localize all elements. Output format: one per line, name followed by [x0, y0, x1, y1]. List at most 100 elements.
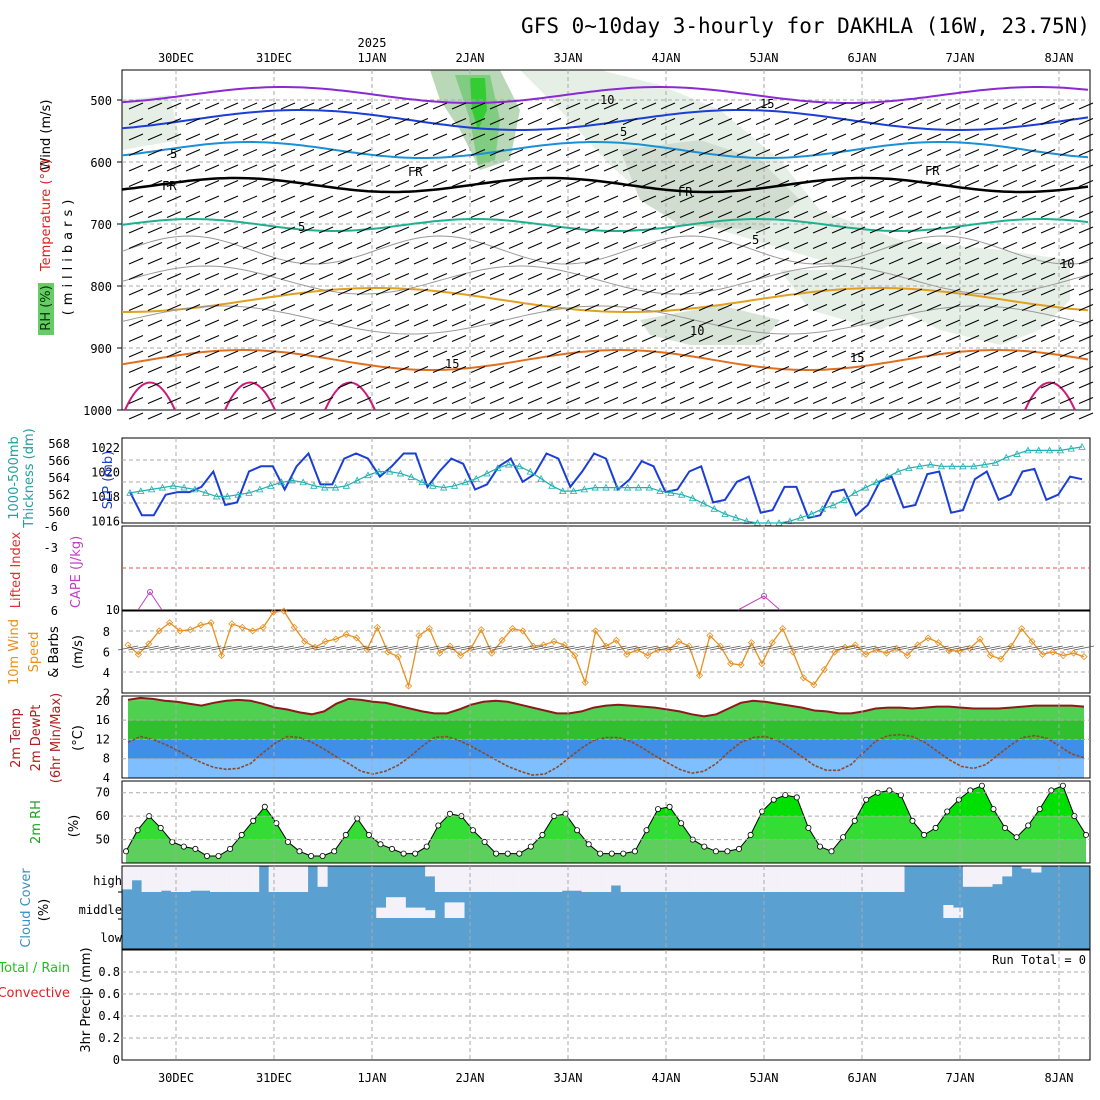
wind-barb	[660, 350, 676, 358]
wind-barb	[983, 412, 999, 420]
cloud-high-gap	[972, 866, 983, 887]
temp2m-label-a: 2m Temp	[9, 708, 24, 768]
thickness-line	[129, 446, 1083, 524]
wind-barb	[546, 118, 562, 125]
wind-barb	[204, 366, 220, 373]
wind-barb	[679, 133, 695, 141]
wind10-barb	[356, 645, 378, 651]
wind10-barb	[232, 645, 253, 651]
wind-barb	[964, 288, 980, 296]
wind-barb	[926, 242, 942, 249]
wind-barb	[603, 118, 619, 125]
wind-barb	[261, 304, 277, 311]
wind-barb	[926, 397, 942, 404]
wind-barb	[413, 335, 429, 342]
wind-barb	[660, 211, 676, 218]
wind-barb	[1002, 412, 1018, 420]
wind-barb	[489, 164, 505, 172]
wind10-marker	[592, 627, 600, 635]
wind-barb	[299, 288, 315, 296]
wind-barb	[261, 149, 277, 156]
wind10-marker	[1059, 651, 1067, 660]
wind-barb	[888, 257, 904, 265]
wind-barb	[774, 149, 790, 156]
rh-contour	[121, 265, 1089, 295]
wind-barb	[375, 242, 391, 249]
wind-barb	[907, 319, 923, 327]
wind-barb	[451, 211, 467, 218]
wind-barb	[394, 319, 410, 327]
rh2m-marker	[157, 824, 164, 831]
wind-barb	[1040, 397, 1056, 404]
wind10-marker	[571, 651, 579, 660]
wind10-barb	[304, 645, 326, 651]
wind-barb	[413, 149, 429, 156]
wind-barb	[375, 164, 391, 172]
wind10-barb	[512, 645, 533, 651]
wind-barb	[698, 226, 714, 234]
wind-barb	[679, 242, 695, 249]
thickness-marker	[223, 492, 232, 500]
wind-barb	[945, 211, 961, 218]
wind10-marker	[997, 655, 1005, 663]
wind-barb	[185, 211, 201, 218]
wind-barb	[166, 319, 182, 327]
wind10-marker	[186, 626, 194, 634]
wind-barb	[831, 180, 847, 187]
wind-barb	[508, 164, 524, 172]
wind-barb	[166, 257, 182, 265]
thickness-marker	[396, 469, 405, 477]
wind-barb	[755, 180, 771, 187]
rh2m-marker	[666, 803, 673, 810]
wind-barb	[527, 211, 543, 218]
wind-barb	[280, 133, 296, 141]
thickness-marker	[548, 481, 556, 489]
wind-barb	[679, 273, 695, 280]
wind-barb	[356, 319, 372, 327]
wind-barb	[793, 335, 809, 342]
wind10-barb	[575, 645, 596, 651]
wind-barb	[1021, 366, 1037, 373]
wind-barb	[508, 335, 524, 342]
slp-label: SLP (mb)	[101, 451, 116, 510]
wind-barb	[527, 180, 543, 187]
wind-barb	[622, 133, 638, 141]
wind-barb	[660, 366, 676, 373]
contour-label: FR	[678, 185, 693, 199]
wind-barb	[565, 412, 581, 420]
thickness-marker	[580, 485, 589, 493]
wind-barb	[185, 335, 201, 342]
wind-barb	[926, 118, 942, 125]
cloud-middle-bar	[943, 905, 954, 918]
wind-barb	[470, 195, 486, 203]
wind-barb	[261, 257, 277, 265]
cloud-high-gap	[493, 866, 504, 892]
wind-barb	[603, 195, 619, 203]
wind-barb	[375, 350, 391, 358]
wind-barb	[299, 257, 315, 265]
cloud-high-gap	[620, 866, 631, 892]
wind-barb	[945, 133, 961, 141]
wind-barb	[413, 350, 429, 358]
wind-barb	[945, 381, 961, 389]
thickness-marker	[667, 489, 675, 496]
wind10-marker	[768, 639, 776, 647]
thickness-marker	[1078, 443, 1086, 450]
wind-barb	[451, 226, 467, 234]
wind-barb	[622, 319, 638, 327]
wind-barb	[850, 195, 866, 203]
rh2m-marker	[1059, 782, 1066, 789]
rh2m-marker	[724, 848, 731, 855]
wind-barb	[736, 397, 752, 404]
wind-barb	[888, 381, 904, 389]
wind10-barb	[460, 645, 481, 651]
wind10-barb	[554, 645, 575, 651]
wind-barb	[432, 319, 448, 327]
thickness-marker	[180, 483, 188, 491]
wind-barb	[451, 195, 467, 203]
wind-barb	[337, 335, 353, 342]
temp2m-tick: 4	[103, 771, 110, 785]
upper-frame	[121, 69, 1091, 411]
